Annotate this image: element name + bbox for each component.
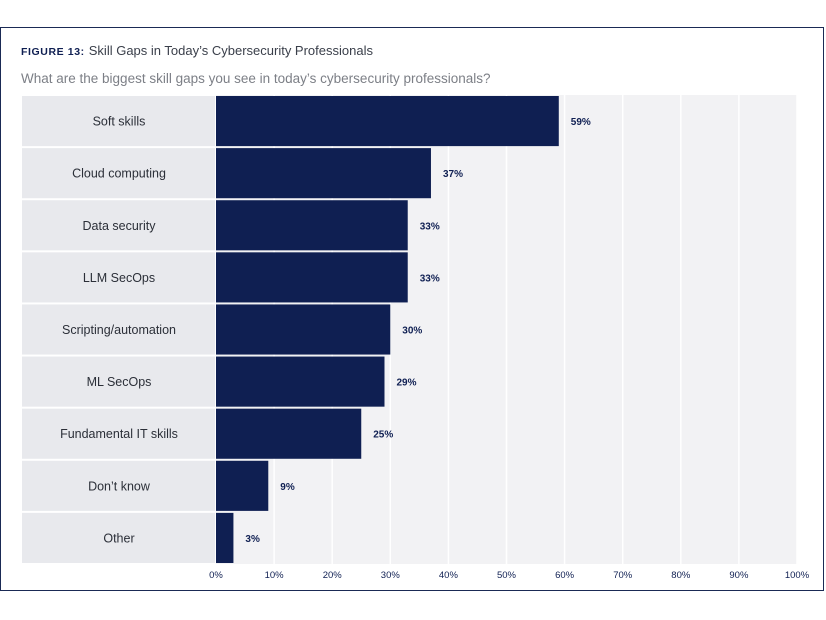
x-tick-label: 50% bbox=[497, 570, 517, 581]
category-band bbox=[22, 460, 215, 511]
value-label: 9% bbox=[280, 482, 295, 493]
value-label: 33% bbox=[420, 273, 440, 284]
x-tick-label: 70% bbox=[613, 570, 633, 581]
bar bbox=[216, 148, 431, 199]
bar bbox=[216, 460, 269, 511]
bar bbox=[216, 356, 385, 407]
category-label: Don’t know bbox=[88, 479, 151, 493]
bar bbox=[216, 408, 362, 459]
category-band bbox=[22, 512, 215, 563]
x-tick-label: 60% bbox=[555, 570, 575, 581]
value-label: 3% bbox=[245, 534, 260, 545]
category-band bbox=[22, 200, 215, 251]
category-band bbox=[22, 356, 215, 407]
value-label: 37% bbox=[443, 169, 463, 180]
figure-subtitle: What are the biggest skill gaps you see … bbox=[21, 71, 491, 86]
category-label: Fundamental IT skills bbox=[60, 427, 178, 441]
category-band bbox=[22, 96, 215, 147]
value-label: 59% bbox=[571, 117, 591, 128]
figure-label: FIGURE 13: bbox=[21, 46, 85, 58]
value-label: 33% bbox=[420, 221, 440, 232]
x-tick-label: 30% bbox=[381, 570, 401, 581]
category-label: LLM SecOps bbox=[83, 271, 155, 285]
category-label: Other bbox=[103, 531, 134, 545]
x-tick-label: 100% bbox=[785, 570, 810, 581]
bar bbox=[216, 96, 559, 147]
category-band bbox=[22, 148, 215, 199]
category-label: Cloud computing bbox=[72, 167, 166, 181]
x-tick-label: 90% bbox=[729, 570, 749, 581]
value-label: 30% bbox=[402, 326, 422, 337]
category-label: Data security bbox=[83, 219, 157, 233]
x-tick-label: 80% bbox=[671, 570, 691, 581]
x-tick-label: 10% bbox=[265, 570, 285, 581]
figure-title: FIGURE 13: Skill Gaps in Today’s Cybersec… bbox=[21, 43, 373, 58]
bar bbox=[216, 200, 408, 251]
x-tick-label: 20% bbox=[323, 570, 343, 581]
category-label: ML SecOps bbox=[87, 375, 152, 389]
category-band bbox=[22, 408, 215, 459]
x-tick-label: 40% bbox=[439, 570, 459, 581]
x-tick-label: 0% bbox=[209, 570, 223, 581]
figure-title-text: Skill Gaps in Today’s Cybersecurity Prof… bbox=[88, 43, 373, 58]
value-label: 29% bbox=[396, 378, 416, 389]
bar bbox=[216, 304, 391, 355]
bar bbox=[216, 252, 408, 303]
category-band bbox=[22, 252, 215, 303]
category-band bbox=[22, 304, 215, 355]
value-label: 25% bbox=[373, 430, 393, 441]
bar bbox=[216, 512, 234, 563]
category-label: Scripting/automation bbox=[62, 323, 176, 337]
category-label: Soft skills bbox=[93, 115, 146, 129]
